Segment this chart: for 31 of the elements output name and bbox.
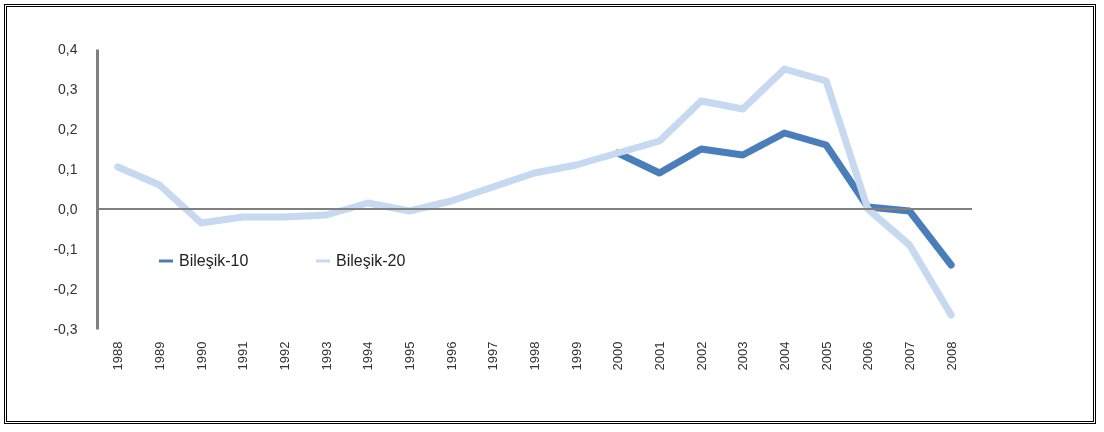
x-tick-label: 1998 [527,341,542,371]
legend-label: Bileşik-10 [179,252,249,269]
y-tick-label: 0,1 [58,160,78,177]
x-tick-label: 1995 [402,341,417,371]
y-tick-label: -0,1 [53,240,78,257]
x-tick-label: 2004 [777,341,792,371]
x-tick-label: 2001 [652,341,667,371]
y-tick-label: -0,2 [53,280,78,297]
x-tick-label: 2006 [860,341,876,371]
y-tick-label: 0,4 [58,40,78,57]
x-tick-label: 2000 [610,341,626,371]
y-tick-label: 0,2 [58,120,78,137]
x-tick-label: 1994 [360,341,376,371]
x-tick-label: 2008 [943,341,959,371]
x-tick-label: 2003 [735,341,751,371]
y-tick-label: 0,0 [58,200,78,217]
legend-label: Bileşik-20 [336,252,406,269]
x-tick-label: 1989 [152,341,167,371]
x-tick-label: 1999 [568,341,584,371]
x-tick-label: 1991 [235,341,251,371]
x-tick-label: 1993 [318,341,334,371]
x-tick-label: 2002 [693,341,709,371]
x-tick-label: 1997 [485,341,501,371]
x-tick-label: 1988 [110,341,126,371]
x-tick-label: 1992 [277,341,292,371]
y-tick-label: 0,3 [58,80,78,97]
x-tick-label: 2005 [818,341,834,371]
x-tick-label: 1990 [193,341,209,371]
x-tick-label: 2007 [902,341,917,371]
x-tick-label: 1996 [443,341,459,371]
y-tick-label: -0,3 [53,320,78,337]
